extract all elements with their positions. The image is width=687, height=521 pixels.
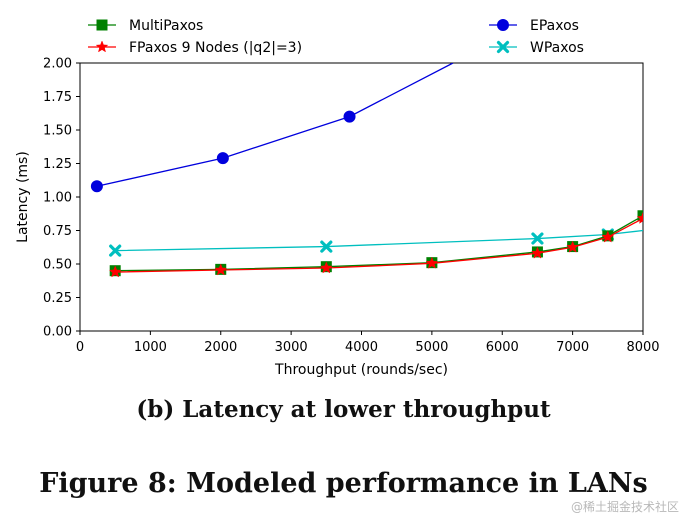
data-point-fpaxos [425, 256, 439, 269]
x-tick-label: 1000 [134, 340, 167, 355]
y-tick-label: 0.50 [43, 258, 72, 273]
data-point-fpaxos [214, 263, 228, 276]
series-line-epaxos [96, 63, 454, 187]
y-tick-label: 1.50 [43, 124, 72, 139]
data-point-fpaxos [319, 261, 333, 274]
x-tick-label: 8000 [626, 340, 659, 355]
series-line-multipaxos [115, 215, 643, 272]
x-tick-label: 7000 [556, 340, 589, 355]
legend-marker [497, 19, 509, 31]
y-axis-label: Latency (ms) [15, 151, 31, 243]
x-tick-label: 0 [76, 340, 84, 355]
data-point-multipaxos [637, 210, 643, 222]
y-tick-label: 1.75 [43, 90, 72, 105]
watermark: @稀土掘金技术社区 [570, 500, 679, 514]
data-point-epaxos [343, 110, 356, 123]
legend-marker [96, 19, 108, 31]
figure-caption: Figure 8: Modeled performance in LANs [39, 468, 648, 499]
data-point-wpaxos [320, 240, 333, 253]
axes-frame [79, 62, 644, 332]
y-tick-label: 2.00 [43, 57, 72, 72]
data-point-wpaxos [109, 244, 122, 257]
y-tick-label: 1.25 [43, 157, 72, 172]
legend-entry-epaxos: EPaxos [489, 18, 579, 34]
legend-label: EPaxos [530, 18, 579, 34]
y-tick-label: 0.00 [43, 325, 72, 340]
legend-entry-fpaxos: FPaxos 9 Nodes (|q2|=3) [88, 40, 302, 56]
legend-entry-multipaxos: MultiPaxos [88, 18, 203, 34]
data-point-epaxos [90, 180, 103, 193]
data-point-fpaxos [566, 240, 579, 253]
x-tick-label: 6000 [486, 340, 519, 355]
legend: MultiPaxos FPaxos 9 Nodes (|q2|=3) EPaxos W… [88, 18, 584, 56]
data-point-fpaxos [636, 211, 643, 224]
x-tick-label: 3000 [275, 340, 308, 355]
series-line-fpaxos [115, 217, 643, 273]
x-axis-label: Throughput (rounds/sec) [274, 362, 448, 378]
data-point-fpaxos [601, 230, 615, 243]
subfigure-caption: (b) Latency at lower throughput [136, 396, 551, 423]
legend-label: WPaxos [530, 40, 584, 56]
legend-entry-wpaxos: WPaxos [489, 40, 584, 56]
legend-label: MultiPaxos [129, 18, 203, 34]
legend-label: FPaxos 9 Nodes (|q2|=3) [129, 40, 302, 56]
plot-area: 0 1000 2000 3000 4000 5000 6000 7000 8000 0.00 0.2… [15, 57, 660, 379]
y-tick-label: 0.75 [43, 224, 72, 239]
x-tick-label: 4000 [345, 340, 378, 355]
data-point-fpaxos [108, 265, 122, 278]
x-tick-label: 5000 [415, 340, 448, 355]
x-tick-label: 2000 [204, 340, 237, 355]
data-point-wpaxos [531, 232, 544, 245]
data-point-epaxos [216, 152, 229, 165]
legend-marker [95, 40, 109, 53]
y-tick-label: 0.25 [43, 291, 72, 306]
legend-marker [496, 40, 510, 54]
y-tick-label: 1.00 [43, 191, 72, 206]
series-layer [90, 63, 643, 278]
data-point-fpaxos [531, 246, 544, 259]
